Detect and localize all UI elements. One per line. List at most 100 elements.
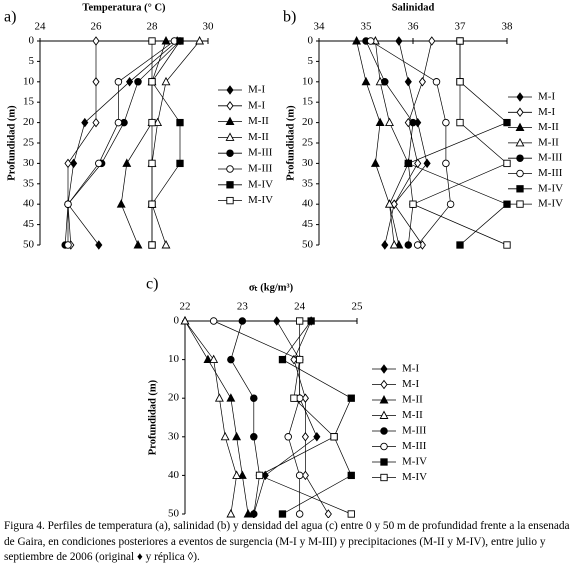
marker <box>238 317 247 325</box>
legend-label: M-I <box>538 91 555 103</box>
y-tick-label: 50 <box>168 508 180 518</box>
marker <box>456 118 464 127</box>
figure: a) Temperatura (° C) Profundidad (m) 24 26 28… <box>4 2 563 518</box>
marker <box>214 393 224 402</box>
legend-label: M-II <box>248 115 269 127</box>
marker <box>295 471 304 480</box>
marker <box>81 117 89 128</box>
marker <box>370 158 380 167</box>
series-line <box>293 320 329 515</box>
marker <box>503 118 511 127</box>
marker <box>122 158 132 167</box>
series-line <box>184 320 237 515</box>
series-line <box>64 40 181 246</box>
marker <box>324 509 332 518</box>
series-line <box>365 40 414 246</box>
x-tick-label: 38 <box>502 21 514 33</box>
marker <box>227 355 235 364</box>
y-tick-label: 5 <box>29 55 35 67</box>
marker <box>423 158 431 169</box>
marker <box>161 240 171 249</box>
marker <box>92 36 100 46</box>
legend-label: M-II <box>538 121 559 133</box>
marker <box>456 241 464 249</box>
series-line <box>230 320 260 515</box>
legend-label: M-III <box>402 425 427 437</box>
marker <box>92 117 100 128</box>
marker <box>237 470 247 479</box>
legend-marker <box>380 364 388 374</box>
series-line <box>120 40 167 246</box>
y-tick-label: 30 <box>302 157 314 169</box>
series-line <box>213 320 301 514</box>
series-line <box>151 40 200 246</box>
series-line <box>151 40 181 245</box>
marker <box>226 393 236 402</box>
legend-marker <box>225 116 235 126</box>
legend-marker <box>516 154 524 162</box>
caption: Figura 4. Perfiles de temperatura (a), s… <box>4 520 570 563</box>
marker <box>116 199 126 208</box>
x-tick-label: 25 <box>352 301 364 313</box>
marker <box>413 241 422 249</box>
y-tick-label: 10 <box>168 353 180 365</box>
legend-marker <box>516 92 524 102</box>
y-axis-label: Profundidad (m) <box>6 105 17 181</box>
y-tick-label: 10 <box>302 75 314 87</box>
marker <box>446 200 455 208</box>
marker <box>307 317 315 325</box>
marker <box>195 36 205 45</box>
marker <box>114 118 123 127</box>
x-tick-label: 28 <box>147 21 159 33</box>
marker <box>114 78 123 86</box>
marker <box>273 316 281 326</box>
marker <box>232 470 242 479</box>
legend-label: M-I <box>402 363 419 375</box>
marker <box>176 159 184 168</box>
y-tick-label: 15 <box>23 96 35 108</box>
marker <box>503 159 511 168</box>
legend-label: M-II <box>248 131 269 143</box>
y-tick-label: 25 <box>302 137 314 149</box>
y-tick-label: 20 <box>168 392 180 404</box>
y-tick-label: 45 <box>302 218 314 230</box>
marker <box>442 118 450 127</box>
y-tick-label: 50 <box>23 239 35 251</box>
chart-title: σₜ (kg/m³) <box>249 282 294 293</box>
legend-marker <box>516 169 524 178</box>
y-tick-label: 5 <box>308 55 314 67</box>
marker <box>134 78 142 86</box>
marker <box>296 355 304 364</box>
marker <box>330 433 338 441</box>
marker <box>220 431 230 441</box>
legend-marker <box>226 85 234 95</box>
marker <box>161 76 171 86</box>
series-line <box>281 320 352 515</box>
chart-title: Temperatura (° C) <box>82 2 166 13</box>
marker <box>243 509 253 518</box>
marker <box>153 117 163 127</box>
marker <box>126 77 134 87</box>
marker <box>95 240 103 250</box>
marker <box>250 510 258 518</box>
series-line <box>375 40 409 246</box>
x-tick-label: 26 <box>91 21 103 33</box>
marker <box>176 118 184 127</box>
y-axis-label: Profundidad (m) <box>147 379 158 455</box>
legend-label: M-I <box>402 378 419 390</box>
marker <box>503 241 511 249</box>
legend-marker <box>516 107 524 118</box>
series-line <box>258 321 352 515</box>
marker <box>347 394 355 402</box>
series-line <box>407 41 508 246</box>
marker <box>209 354 219 364</box>
legend-marker <box>380 427 388 435</box>
legend-marker <box>380 442 388 451</box>
legend-label: M-II <box>402 394 423 406</box>
marker <box>404 241 413 249</box>
marker <box>148 78 156 86</box>
y-tick-label: 35 <box>302 177 314 189</box>
legend-marker <box>226 196 234 205</box>
marker <box>432 78 441 86</box>
legend-label: M-IV <box>538 198 563 210</box>
